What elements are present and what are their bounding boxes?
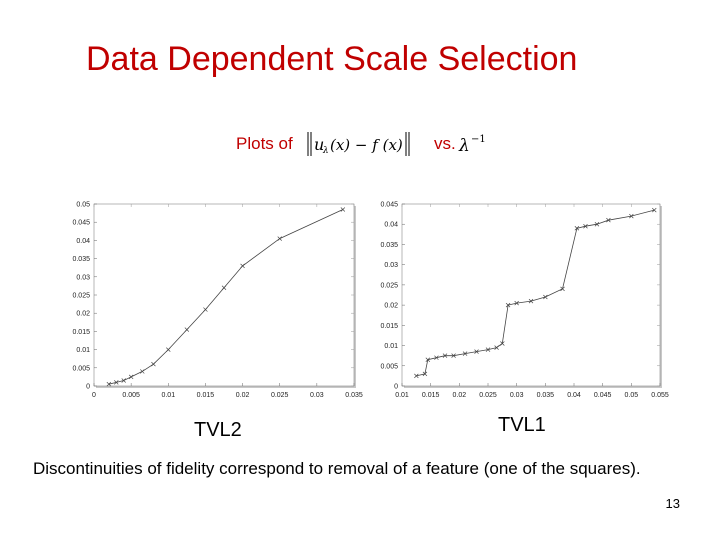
data-point-marker [451,353,456,358]
y-tick-label: 0.005 [72,365,90,372]
y-tick-label: 0.03 [76,274,90,281]
plot-frame [93,203,355,387]
data-point-marker [629,213,634,219]
x-tick-label: 0.025 [271,392,289,399]
svg-text:(x) − f (x): (x) − f (x) [330,136,403,154]
data-point-marker [184,327,190,332]
data-point-marker [543,294,548,300]
data-point-marker [277,236,282,241]
lambda-inverse-symbol: λ −1 [458,134,486,156]
slide-number: 13 [665,496,680,511]
x-tick-label: 0.02 [236,392,250,399]
x-tick-label: 0.01 [395,392,409,399]
x-tick-label: 0.015 [422,392,440,399]
y-tick-label: 0.025 [380,282,398,289]
data-point-marker [583,223,588,229]
data-point-marker [166,347,171,352]
data-point-marker [128,374,134,380]
data-point-marker [422,371,428,377]
data-point-marker [425,357,431,362]
data-point-marker [594,221,600,227]
y-tick-label: 0.04 [76,238,90,245]
x-tick-label: 0.005 [122,392,140,399]
tvl1-plot: 0 0.005 0.01 0.015 0.02 0.025 0.03 0.035 0.04 0.0… [380,202,669,400]
data-point-marker [442,353,448,358]
data-point-marker [434,355,439,360]
data-point-marker [485,347,491,352]
series-line [416,209,655,377]
data-point-marker [560,286,565,292]
data-point-marker [106,381,112,387]
slide-title: Data Dependent Scale Selection [86,40,578,78]
tvl1-caption: TVL1 [498,414,546,436]
tvl2-caption: TVL2 [194,419,242,441]
x-tick-label: 0 [92,392,96,399]
data-point-marker [203,307,208,312]
tvl2-plot: 0 0.005 0.01 0.015 0.02 0.025 0.03 0.035 0.04 0.0… [72,202,363,400]
x-tick-label: 0.045 [594,392,612,399]
x-tick-label: 0.025 [479,392,497,399]
svg-text:u: u [314,135,324,154]
y-tick-label: 0.015 [380,323,398,330]
data-point-marker [414,373,419,379]
y-tick-label: 0.03 [384,262,398,269]
data-point-marker [462,351,468,356]
y-tick-label: 0.05 [76,202,90,209]
y-tick-label: 0.045 [72,220,90,227]
y-tick-label: 0.045 [380,202,398,209]
data-point-marker [151,361,156,367]
y-tick-label: 0.02 [76,311,90,318]
y-tick-label: 0.01 [76,347,90,354]
x-tick-label: 0.035 [537,392,555,399]
svg-text:λ: λ [322,146,329,156]
data-point-marker [340,207,346,212]
tvl2-chart: 0 0.005 0.01 0.015 0.02 0.025 0.03 0.035 0.04 0.0… [60,192,370,408]
y-tick-label: 0.035 [380,242,398,249]
data-point-marker [240,263,245,269]
data-point-marker [221,285,227,290]
discontinuity-note: Discontinuities of fidelity correspond t… [33,459,641,478]
data-point-marker [474,349,479,354]
svg-text:−1: −1 [471,134,486,145]
data-point-marker [114,380,119,385]
data-point-marker [505,302,511,308]
data-point-marker [121,378,126,383]
data-point-marker [606,217,611,223]
y-tick-label: 0.015 [72,329,90,336]
plots-of-label: Plots of [236,134,293,153]
tvl1-chart: 0 0.005 0.01 0.015 0.02 0.025 0.03 0.035 0.04 0.0… [372,192,672,408]
data-point-marker [140,369,145,374]
data-point-marker [574,226,580,231]
x-tick-label: 0.01 [161,392,175,399]
data-point-marker [500,341,505,346]
y-tick-label: 0.035 [72,256,90,263]
y-tick-label: 0.02 [384,303,398,310]
data-point-marker [494,345,499,350]
y-tick-label: 0 [86,384,90,391]
x-tick-label: 0.03 [510,392,524,399]
x-tick-label: 0.035 [345,392,363,399]
data-point-marker [528,298,534,304]
x-tick-label: 0.05 [625,392,639,399]
plot-frame [401,203,661,387]
x-tick-label: 0.015 [197,392,215,399]
x-tick-label: 0.03 [310,392,324,399]
data-point-marker [652,207,657,213]
fidelity-norm-formula: u λ (x) − f (x) [307,132,410,156]
y-tick-label: 0 [394,384,398,391]
data-point-marker [514,300,519,306]
y-tick-label: 0.01 [384,343,398,350]
x-tick-label: 0.055 [651,392,669,399]
vs-label: vs. [434,134,456,153]
y-tick-label: 0.04 [384,222,398,229]
y-tick-label: 0.025 [72,293,90,300]
x-tick-label: 0.04 [567,392,581,399]
svg-text:λ: λ [458,136,470,156]
y-tick-label: 0.005 [380,363,398,370]
x-tick-label: 0.02 [453,392,467,399]
